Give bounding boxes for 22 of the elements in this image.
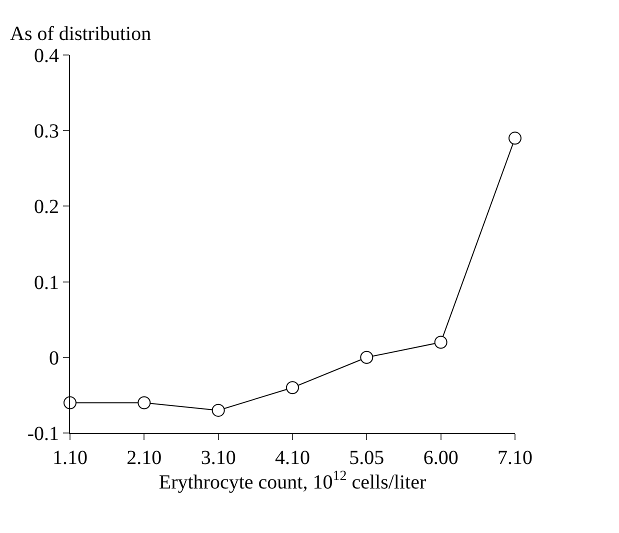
y-tick-label: 0: [49, 347, 59, 370]
x-tick-label: 5.05: [349, 447, 384, 469]
point: [138, 396, 151, 410]
x-tick-label: 7.10: [498, 447, 532, 469]
point: [212, 404, 225, 417]
x-tick-label: 4.10: [275, 447, 310, 469]
point: [286, 381, 299, 394]
y-tick-label: 0.1: [34, 272, 59, 294]
x-axis-title: Erythrocyte count, 10$^{12}$ cells/liter: [158, 469, 426, 494]
x-tick-label: 3.10: [200, 447, 236, 469]
x-tick-label: 2.10: [126, 447, 162, 469]
point: [434, 336, 448, 349]
x-tick-label: 1.10: [52, 447, 88, 469]
x-tick-label: 6.00: [423, 447, 458, 469]
point: [64, 396, 76, 410]
y-axis-title: As of distribution: [10, 23, 152, 45]
y-tick-label: 0.4: [34, 45, 59, 67]
y-tick-label: 0.2: [34, 196, 59, 218]
point: [360, 350, 374, 364]
y-tick-label: 0.3: [34, 120, 59, 143]
y-tick-label: -0.1: [27, 423, 59, 445]
point: [508, 132, 522, 145]
